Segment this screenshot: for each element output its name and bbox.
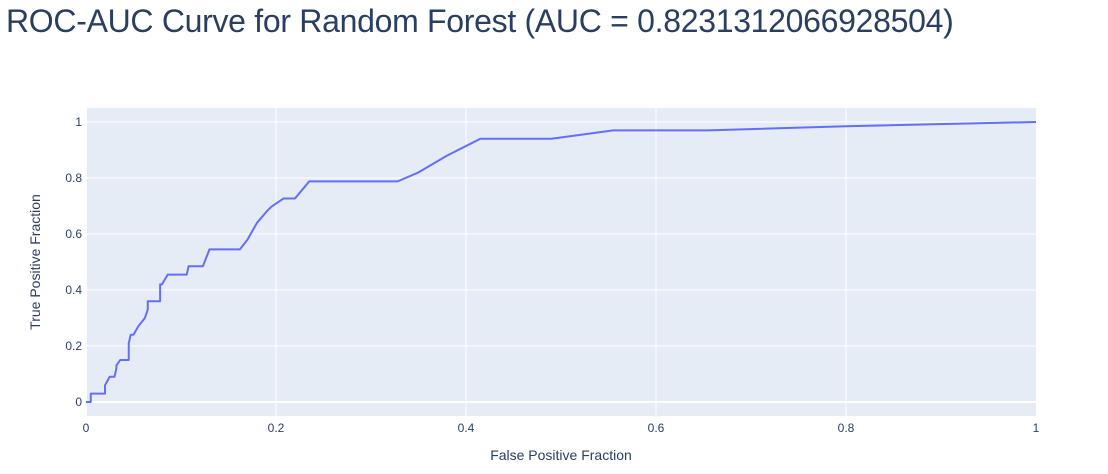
plot-area (86, 108, 1036, 416)
tick-labels: 0 0.2 0.4 0.6 0.8 1 0 0.2 0.4 0.6 0.8 1 (65, 115, 1039, 435)
y-tick-label: 0.4 (65, 283, 82, 297)
gridlines (85, 108, 1036, 416)
x-tick-label: 0.2 (268, 421, 285, 435)
x-tick-label: 0.4 (458, 421, 475, 435)
chart-title: ROC-AUC Curve for Random Forest (AUC = 0… (6, 3, 954, 39)
x-tick-label: 0 (83, 421, 90, 435)
x-tick-label: 0.8 (838, 421, 855, 435)
x-tick-label: 0.6 (648, 421, 665, 435)
y-tick-label: 0.8 (65, 171, 82, 185)
y-axis-title: True Positive Fraction (27, 194, 43, 330)
series-layer (86, 121, 1037, 403)
roc-curve-line (86, 121, 1037, 403)
y-tick-label: 0.2 (65, 339, 82, 353)
y-tick-label: 1 (75, 115, 82, 129)
x-tick-label: 1 (1033, 421, 1040, 435)
x-axis-title: False Positive Fraction (490, 447, 632, 463)
y-tick-label: 0 (75, 395, 82, 409)
y-tick-label: 0.6 (65, 227, 82, 241)
